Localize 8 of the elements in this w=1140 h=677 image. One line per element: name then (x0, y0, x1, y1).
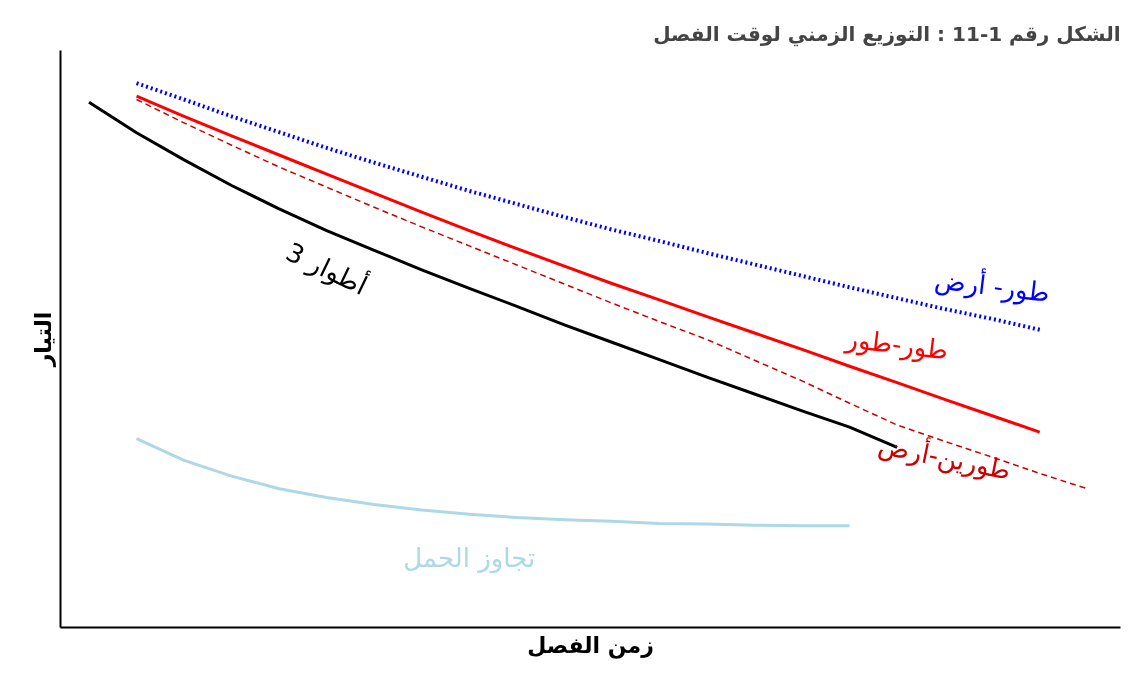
x-axis-title: زمن الفصل (527, 632, 654, 659)
chart-title: الشكل رقم 1-11 : التوزيع الزمني لوقت الفصل (653, 21, 1121, 47)
series-label: تجاوز الحمل (403, 542, 536, 574)
text: طور-طور (842, 323, 950, 367)
text: طور- أرض (932, 261, 1052, 309)
y-axis-title: التيار (30, 311, 56, 368)
text: 3 أطوار (281, 233, 374, 302)
text: طورين-أرض (875, 426, 1015, 487)
